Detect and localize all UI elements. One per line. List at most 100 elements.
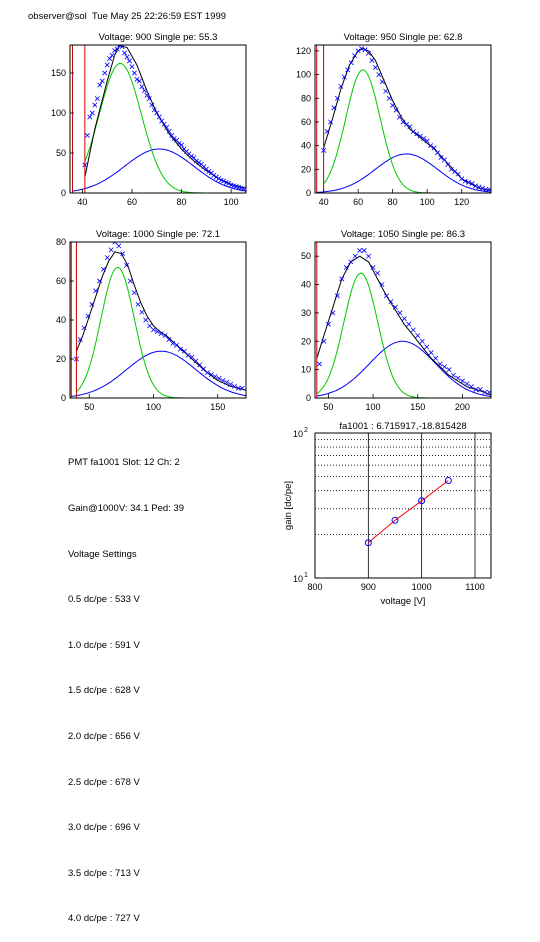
data-point [410,327,416,333]
gain-point [364,539,372,547]
y-axis-label: gain [dc/pe] [283,481,294,530]
data-point [334,293,340,299]
data-point [419,338,425,344]
timestamp: Tue May 25 22:26:59 EST 1999 [91,11,227,22]
y-tick-label: 10 [293,429,303,439]
plot-frame [314,432,492,579]
data-point [330,310,336,316]
data-point [388,299,394,305]
data-point [89,301,95,307]
data-point [154,110,160,116]
data-point [479,185,485,191]
data-point [107,56,113,62]
data-point [112,242,118,245]
data-point [212,374,218,380]
data-point [390,102,396,108]
data-point [169,132,175,138]
data-point [473,387,479,392]
data-point [193,158,199,164]
data-point [162,333,168,339]
data-point [166,128,172,134]
data-point [339,276,345,282]
data-point [176,140,182,146]
data-point [85,313,91,319]
y-tick-exponent: 1 [304,572,308,579]
data-point [352,253,358,259]
data-point [424,138,430,144]
y-tick-label: 0 [61,393,66,403]
data-point [134,76,140,82]
x-tick-label: 80 [177,197,187,207]
data-point [441,157,447,163]
x-axis-label: voltage [V] [381,596,426,607]
data-point [146,96,152,102]
data-point [139,309,145,315]
data-point [437,361,443,367]
data-point [428,350,434,356]
data-point [228,381,234,387]
data-point [472,183,478,189]
data-point [139,84,145,90]
data-point [208,372,214,378]
data-point [375,270,381,276]
y-tick-label: 40 [301,141,311,151]
data-point [97,278,103,284]
data-point [431,145,437,151]
data-point [348,60,354,66]
x-tick-label: 50 [84,402,94,412]
x-tick-label: 80 [388,197,398,207]
data-point [224,379,230,385]
data-point [114,46,120,52]
data-point [450,372,456,378]
x-tick-label: 100 [146,402,161,412]
data-point [181,348,187,354]
background-fit-curve [71,350,246,397]
data-point [156,114,162,120]
data-point [94,96,100,102]
data-point [459,176,465,182]
data-point [383,293,389,299]
data-point [386,95,392,101]
y-tick-label: 150 [51,68,66,78]
data-point [177,346,183,352]
data-point [393,107,399,113]
histogram-panel-1050: Voltage: 1050 Single pe: 86.350 100 150 200… [301,229,492,412]
data-point [406,321,412,327]
histogram-panel-900: Voltage: 900 Single pe: 55.3 40 60 80 100 0 50… [51,32,247,207]
data-point [438,154,444,160]
plot-area [71,45,246,193]
data-point [174,137,180,143]
data-point [166,337,172,342]
y-tick-label: 20 [301,164,311,174]
background-fit-curve [316,340,491,397]
x-tick-label: 100 [366,402,381,412]
data-point [455,171,461,177]
y-tick-label: 80 [301,93,311,103]
data-point [372,65,378,70]
gain-point [418,497,426,505]
data-point [220,377,226,383]
y-tick-label: 120 [296,46,311,56]
y-tick-label: 0 [61,188,66,198]
data-point [221,178,227,184]
data-point [448,166,454,172]
data-point [151,327,156,333]
data-point [435,150,440,156]
data-point [466,179,472,185]
y-tick-exponent: 2 [304,427,308,434]
data-point [206,168,212,174]
y-tick-label: 10 [301,365,311,375]
data-point [338,83,344,89]
x-tick-label: 60 [127,197,137,207]
data-point [376,72,382,78]
plot-frame [69,44,247,194]
y-tick-label: 100 [296,70,311,80]
x-tick-label: 50 [323,402,333,412]
data-point [334,95,340,101]
plot-area [316,242,491,398]
data-point [204,370,210,376]
data-point [462,178,468,184]
data-point [102,70,108,76]
y-tick-label: 40 [301,280,311,290]
y-tick-label: 60 [301,117,311,127]
